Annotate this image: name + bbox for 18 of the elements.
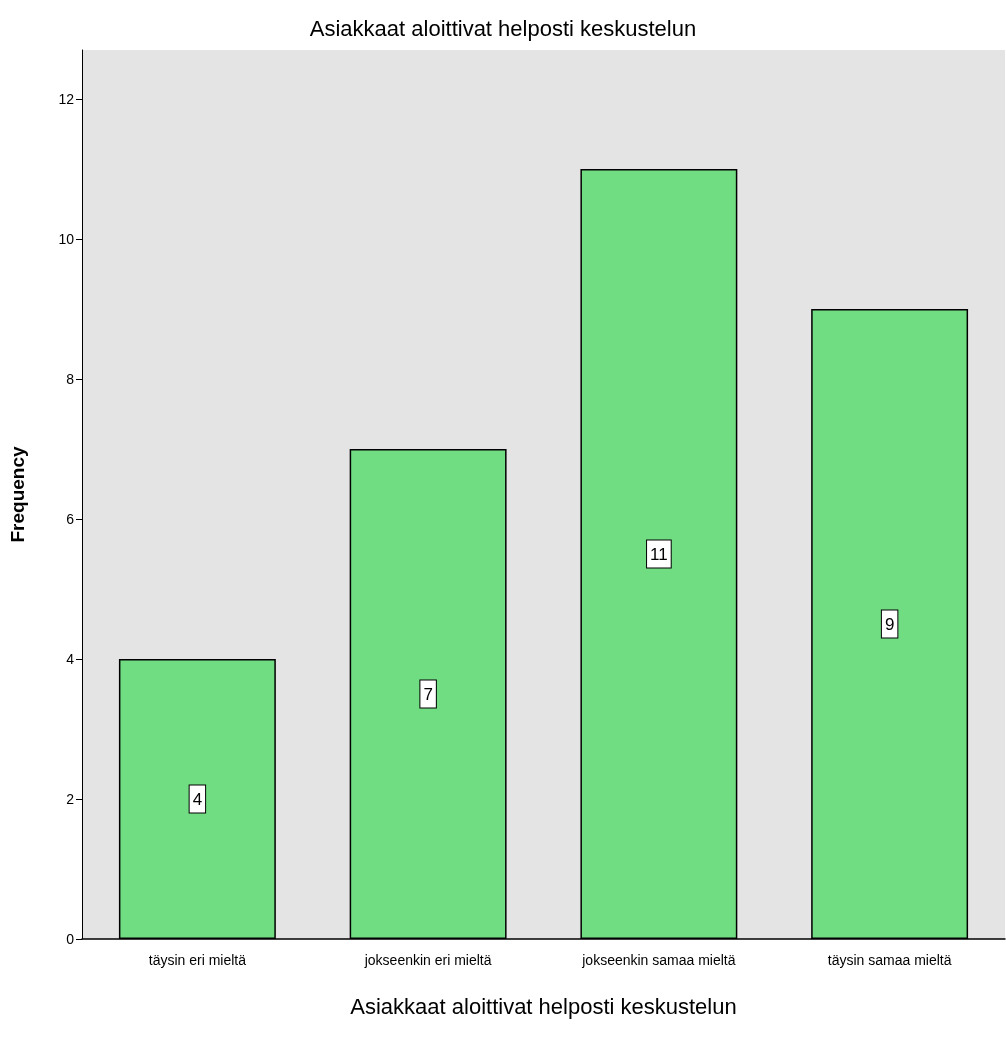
x-axis-title: Asiakkaat aloittivat helposti keskustelun (350, 993, 737, 1019)
data-label: 11 (650, 544, 668, 564)
y-tick-label: 0 (66, 931, 75, 947)
y-tick-label: 6 (66, 511, 75, 527)
data-label: 4 (192, 789, 203, 809)
y-tick-label: 12 (58, 91, 75, 107)
x-tick-label: jokseenkin samaa mieltä (581, 952, 736, 968)
y-tick-label: 10 (58, 231, 75, 247)
x-tick-label: täysin eri mieltä (148, 952, 247, 968)
chart-title: Asiakkaat aloittivat helposti keskustelun (309, 15, 697, 41)
y-tick-label: 2 (66, 791, 75, 807)
y-axis-title: Frequency (7, 446, 28, 543)
data-label: 9 (884, 614, 895, 634)
y-tick-label: 8 (66, 371, 75, 387)
x-tick-label: jokseenkin eri mieltä (363, 952, 492, 968)
y-tick-label: 4 (66, 651, 75, 667)
x-tick-label: täysin samaa mieltä (827, 952, 952, 968)
data-label: 7 (423, 684, 433, 704)
